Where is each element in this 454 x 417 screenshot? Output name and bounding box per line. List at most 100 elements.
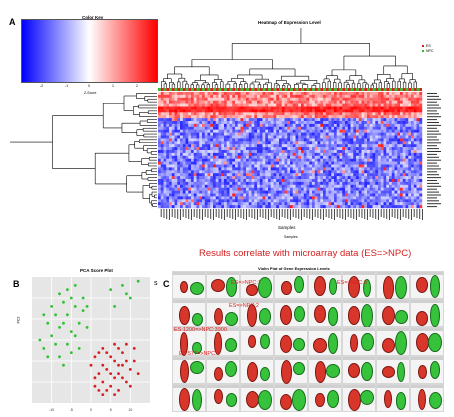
heatmap-cell <box>281 173 285 177</box>
sample-group-cell <box>397 88 400 91</box>
heatmap-cell <box>246 138 249 142</box>
heatmap-cell <box>224 94 227 98</box>
heatmap-cell <box>312 106 315 110</box>
heatmap-cell <box>303 184 307 188</box>
heatmap-cell <box>416 173 420 177</box>
heatmap-cell <box>325 179 329 183</box>
column-label-mark <box>270 209 272 217</box>
heatmap-cell <box>364 123 368 127</box>
heatmap-cell <box>323 92 326 96</box>
heatmap-cell <box>400 94 403 98</box>
heatmap-cell <box>221 123 225 127</box>
heatmap-cell <box>402 190 406 194</box>
heatmap-cell <box>364 152 368 156</box>
heatmap-cell <box>166 112 170 116</box>
heatmap-cell <box>207 103 211 107</box>
heatmap-cell <box>334 132 337 136</box>
heatmap-cell <box>193 132 197 136</box>
pca-point <box>128 296 132 300</box>
heatmap-row-labels <box>427 93 441 208</box>
heatmap-cell <box>196 144 200 148</box>
heatmap-cell <box>273 164 277 168</box>
heatmap-cell <box>166 147 170 151</box>
heatmap-cell <box>400 173 403 177</box>
colorkey-bar <box>21 19 158 83</box>
heatmap-cell <box>224 187 227 191</box>
heatmap-cell <box>259 196 263 200</box>
heatmap-cell <box>202 196 205 200</box>
heatmap-cell <box>345 123 348 127</box>
heatmap-cell <box>160 92 164 96</box>
heatmap-cell <box>229 103 233 107</box>
heatmap-cell <box>281 106 285 110</box>
heatmap-cell <box>419 150 423 154</box>
heatmap-cell <box>367 179 370 183</box>
heatmap-cell <box>386 106 390 110</box>
heatmap-cell <box>331 155 335 159</box>
heatmap-cell <box>188 135 192 139</box>
heatmap-cell <box>328 109 332 113</box>
heatmap-cell <box>202 184 205 188</box>
pca-x-tick: -10 <box>49 408 54 412</box>
heatmap-cell <box>345 150 348 154</box>
heatmap-cell <box>389 176 392 180</box>
heatmap-cell <box>259 106 263 110</box>
heatmap-cell <box>273 202 277 206</box>
column-label-mark <box>328 209 330 218</box>
heatmap-cell <box>369 121 373 125</box>
heatmap-cell <box>185 173 189 177</box>
heatmap-cell <box>408 164 412 168</box>
column-label-mark <box>377 209 379 220</box>
heatmap-cell <box>160 161 164 165</box>
heatmap-cell <box>391 92 395 96</box>
heatmap-cell <box>251 138 255 142</box>
heatmap-cell <box>331 135 335 139</box>
heatmap-cell <box>295 184 299 188</box>
sample-group-cell <box>364 88 367 91</box>
heatmap-cell <box>262 184 266 188</box>
heatmap-cell <box>290 100 293 104</box>
heatmap-cell <box>273 126 277 130</box>
heatmap-cell <box>202 193 205 197</box>
row-label-mark <box>427 122 439 123</box>
heatmap-cell <box>325 97 329 101</box>
heatmap-cell <box>224 118 227 122</box>
heatmap-cell <box>298 161 302 165</box>
heatmap-cell <box>248 132 252 136</box>
heatmap-cell <box>273 94 277 98</box>
column-label-mark <box>344 209 346 220</box>
heatmap-cell <box>279 109 282 113</box>
heatmap-cell <box>397 123 401 127</box>
heatmap-cell <box>309 112 313 116</box>
heatmap-cell <box>295 144 299 148</box>
heatmap-cell <box>375 193 379 197</box>
heatmap-cell <box>303 115 307 119</box>
heatmap-cell <box>259 155 263 159</box>
violin-npc <box>225 277 237 297</box>
sample-group-cell <box>331 88 334 91</box>
heatmap-cell <box>251 187 255 191</box>
heatmap-cell <box>309 205 313 209</box>
heatmap-cell <box>295 187 299 191</box>
heatmap-cell <box>169 202 172 206</box>
sample-group-cell <box>372 88 376 91</box>
row-label-mark <box>427 162 437 164</box>
heatmap-cell <box>356 170 359 174</box>
heatmap-cell <box>193 170 197 174</box>
violin-es <box>415 311 429 326</box>
heatmap-cell <box>301 173 304 177</box>
heatmap-cell <box>204 138 208 142</box>
heatmap-cell <box>350 152 354 156</box>
heatmap-cell <box>353 190 357 194</box>
heatmap-cell <box>353 115 357 119</box>
heatmap-cell <box>188 155 192 159</box>
violin-panel <box>410 327 444 356</box>
pca-point <box>109 288 113 291</box>
heatmap-cell <box>331 202 335 206</box>
heatmap-cell <box>339 106 343 110</box>
heatmap-cell <box>210 205 214 209</box>
heatmap-cell <box>375 147 379 151</box>
heatmap-cell <box>309 158 313 162</box>
heatmap-cell <box>257 167 260 171</box>
heatmap-cell <box>221 147 225 151</box>
